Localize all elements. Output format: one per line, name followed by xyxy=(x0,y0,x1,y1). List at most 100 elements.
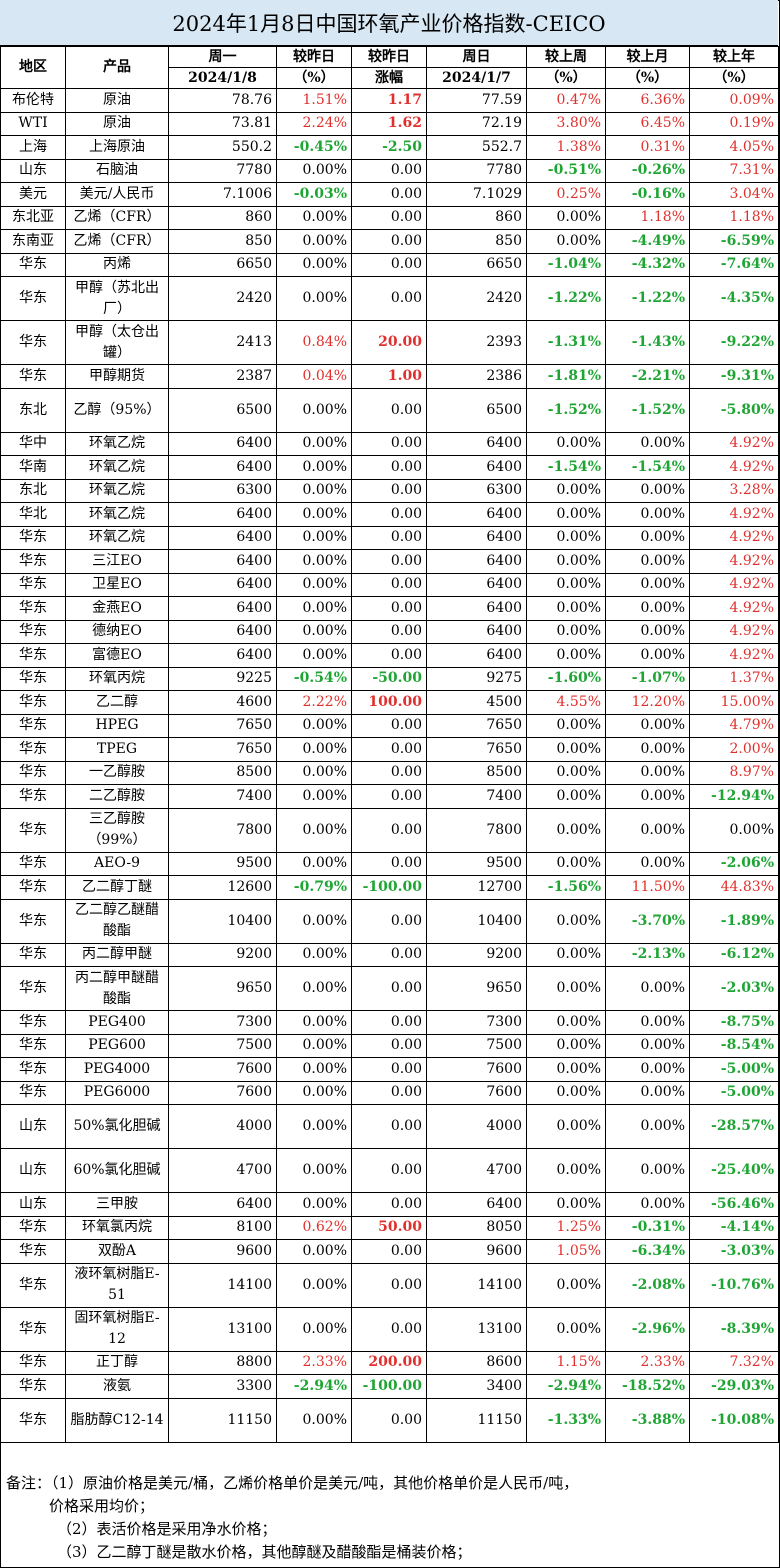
cell-change-amt: 0.00 xyxy=(351,760,427,785)
cell-change-amt: 1.00 xyxy=(351,364,427,389)
cell-sunday-price: 7400 xyxy=(426,784,527,809)
cell-product: 甲醇（苏北出厂） xyxy=(65,276,169,321)
cell-change-pct: 0.00% xyxy=(276,942,352,967)
cell-month-change: -1.07% xyxy=(605,666,690,691)
cell-product: 60%氯化胆碱 xyxy=(65,1148,169,1193)
cell-change-pct: 0.00% xyxy=(276,158,352,183)
cell-monday-price: 8500 xyxy=(168,760,277,785)
cell-week-change: 0.00% xyxy=(526,1104,606,1149)
cell-change-amt: 0.00 xyxy=(351,182,427,207)
cell-monday-price: 6400 xyxy=(168,596,277,621)
cell-week-change: -1.31% xyxy=(526,320,606,365)
cell-year-change: 7.32% xyxy=(689,1350,779,1375)
cell-change-amt: 0.00 xyxy=(351,387,427,433)
cell-week-change: -0.51% xyxy=(526,158,606,183)
cell-product: 乙二醇丁醚 xyxy=(65,875,169,900)
table-row: 华中 环氧乙烷 6400 0.00% 0.00 6400 0.00% 0.00% 4.92% xyxy=(0,431,779,456)
cell-year-change: -8.75% xyxy=(689,1010,779,1035)
cell-year-change: 0.19% xyxy=(689,111,779,136)
cell-week-change: 0.00% xyxy=(526,784,606,809)
cell-week-change: -2.94% xyxy=(526,1374,606,1399)
cell-monday-price: 4600 xyxy=(168,690,277,715)
cell-year-change: -8.39% xyxy=(689,1306,779,1352)
cell-week-change: 0.00% xyxy=(526,572,606,597)
cell-year-change: 15.00% xyxy=(689,690,779,715)
cell-change-amt: 0.00 xyxy=(351,619,427,644)
cell-change-amt: 0.00 xyxy=(351,1104,427,1149)
cell-product: 卫星EO xyxy=(65,572,169,597)
cell-sunday-price: 6400 xyxy=(426,549,527,574)
cell-region: 东北亚 xyxy=(0,205,66,230)
cell-week-change: 0.00% xyxy=(526,596,606,621)
cell-region: 华东 xyxy=(0,1374,66,1399)
cell-change-pct: -0.79% xyxy=(276,875,352,900)
cell-region: 华东 xyxy=(0,690,66,715)
cell-monday-price: 2420 xyxy=(168,276,277,321)
cell-monday-price: 2413 xyxy=(168,320,277,365)
cell-monday-price: 12600 xyxy=(168,875,277,900)
header-week: 较上周 xyxy=(526,46,606,68)
table-row: 华东 TPEG 7650 0.00% 0.00 7650 0.00% 0.00% 2.00% xyxy=(0,737,779,762)
price-table: 地区 产品 周一 较昨日 较昨日 周日 较上周 较上月 较上年 2024/1/8… xyxy=(0,46,779,1443)
cell-change-amt: 0.00 xyxy=(351,229,427,254)
cell-week-change: -1.33% xyxy=(526,1397,606,1443)
cell-week-change: 0.47% xyxy=(526,88,606,113)
cell-year-change: -8.54% xyxy=(689,1033,779,1058)
cell-sunday-price: 6500 xyxy=(426,387,527,433)
cell-sunday-price: 8050 xyxy=(426,1215,527,1240)
cell-year-change: -2.03% xyxy=(689,966,779,1011)
cell-month-change: -1.22% xyxy=(605,276,690,321)
cell-year-change: 44.83% xyxy=(689,875,779,900)
cell-monday-price: 550.2 xyxy=(168,135,277,160)
cell-change-pct: 2.22% xyxy=(276,690,352,715)
cell-region: 华南 xyxy=(0,455,66,480)
cell-product: 乙烯（CFR） xyxy=(65,229,169,254)
cell-month-change: 0.00% xyxy=(605,478,690,503)
cell-region: 东北 xyxy=(0,387,66,433)
cell-change-pct: 0.00% xyxy=(276,760,352,785)
cell-region: 华东 xyxy=(0,942,66,967)
cell-week-change: -1.54% xyxy=(526,455,606,480)
table-row: 华北 环氧乙烷 6400 0.00% 0.00 6400 0.00% 0.00% 4.92% xyxy=(0,502,779,527)
cell-product: 上海原油 xyxy=(65,135,169,160)
table-row: 布伦特 原油 78.76 1.51% 1.17 77.59 0.47% 6.36% 0.09% xyxy=(0,88,779,113)
cell-monday-price: 9600 xyxy=(168,1239,277,1264)
cell-monday-price: 8100 xyxy=(168,1215,277,1240)
cell-product: 乙醇（95%） xyxy=(65,387,169,433)
cell-region: 华东 xyxy=(0,320,66,365)
table-row: 东北 环氧乙烷 6300 0.00% 0.00 6300 0.00% 0.00% 3.28% xyxy=(0,478,779,503)
cell-sunday-price: 6400 xyxy=(426,525,527,550)
cell-monday-price: 7780 xyxy=(168,158,277,183)
cell-region: 华东 xyxy=(0,807,66,853)
cell-week-change: 0.00% xyxy=(526,619,606,644)
cell-change-pct: 0.00% xyxy=(276,784,352,809)
cell-change-amt: -50.00 xyxy=(351,666,427,691)
table-row: 华东 卫星EO 6400 0.00% 0.00 6400 0.00% 0.00% 4.92% xyxy=(0,572,779,597)
cell-month-change: -2.21% xyxy=(605,364,690,389)
cell-monday-price: 7500 xyxy=(168,1033,277,1058)
cell-change-pct: 0.00% xyxy=(276,898,352,944)
table-row: 华东 一乙醇胺 8500 0.00% 0.00 8500 0.00% 0.00% 8.97% xyxy=(0,760,779,785)
cell-week-change: 0.25% xyxy=(526,182,606,207)
cell-product: 脂肪醇C12-14 xyxy=(65,1397,169,1443)
table-row: 华东 甲醇（苏北出厂） 2420 0.00% 0.00 2420 -1.22% -1.22% -… xyxy=(0,276,779,321)
cell-region: 山东 xyxy=(0,158,66,183)
cell-region: 华中 xyxy=(0,431,66,456)
cell-monday-price: 9500 xyxy=(168,851,277,876)
cell-region: 华东 xyxy=(0,1350,66,1375)
cell-product: PEG400 xyxy=(65,1010,169,1035)
cell-month-change: 0.00% xyxy=(605,1148,690,1193)
cell-year-change: -4.14% xyxy=(689,1215,779,1240)
header-sunday: 周日 xyxy=(426,46,527,68)
cell-year-change: 7.31% xyxy=(689,158,779,183)
cell-change-pct: 0.00% xyxy=(276,643,352,668)
cell-sunday-price: 6400 xyxy=(426,596,527,621)
cell-product: 双酚A xyxy=(65,1239,169,1264)
cell-product: 液环氧树脂E-51 xyxy=(65,1262,169,1308)
cell-month-change: 0.00% xyxy=(605,643,690,668)
cell-year-change: 3.04% xyxy=(689,182,779,207)
cell-year-change: 4.92% xyxy=(689,619,779,644)
cell-sunday-price: 14100 xyxy=(426,1262,527,1308)
cell-sunday-price: 7650 xyxy=(426,713,527,738)
cell-change-pct: 0.00% xyxy=(276,387,352,433)
